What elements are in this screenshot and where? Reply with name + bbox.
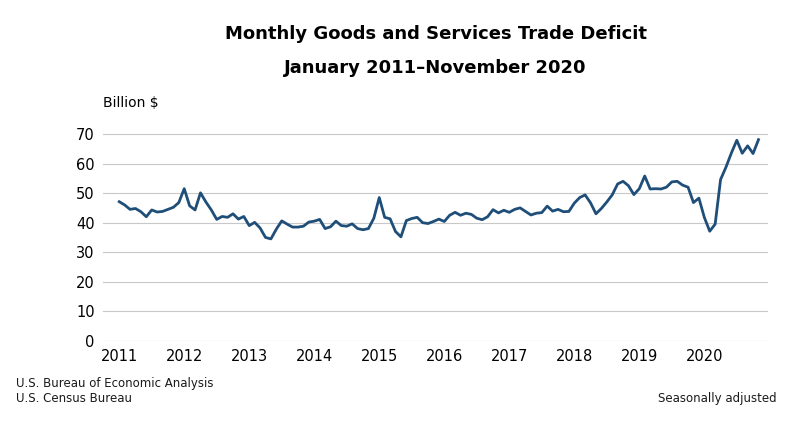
Text: Seasonally adjusted: Seasonally adjusted (657, 391, 776, 405)
Text: Monthly Goods and Services Trade Deficit: Monthly Goods and Services Trade Deficit (225, 25, 646, 43)
Text: January 2011–November 2020: January 2011–November 2020 (284, 59, 587, 77)
Text: U.S. Bureau of Economic Analysis
U.S. Census Bureau: U.S. Bureau of Economic Analysis U.S. Ce… (16, 377, 213, 405)
Text: Billion $: Billion $ (103, 96, 158, 110)
